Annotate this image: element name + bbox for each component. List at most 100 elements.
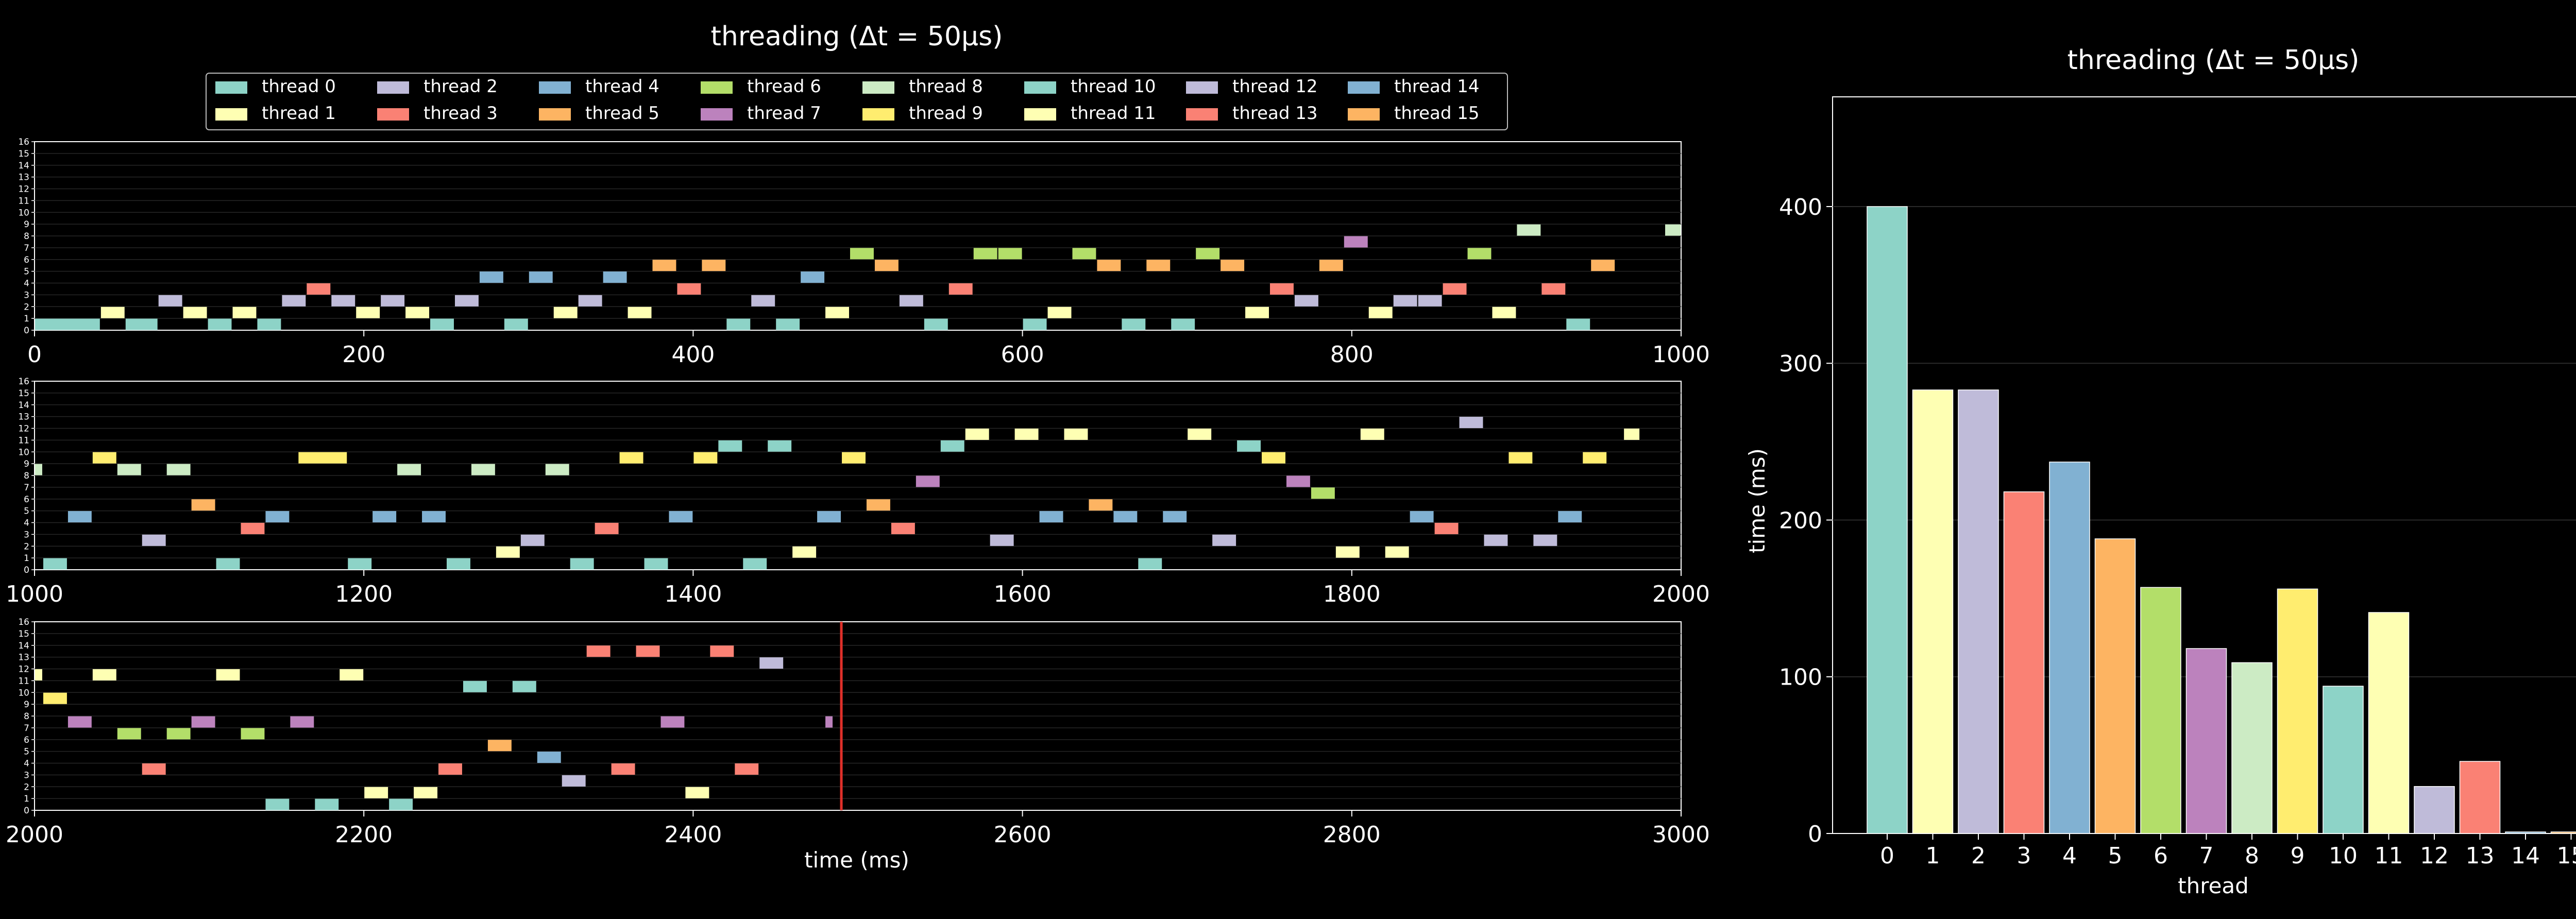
timeline-segment-thread-1 <box>1368 307 1393 318</box>
bar-chart-x-axis-label: thread <box>2178 873 2249 898</box>
timeline-segment-thread-5 <box>191 499 215 511</box>
timeline-segment-thread-3 <box>307 283 331 295</box>
timeline-segment-thread-2 <box>331 295 355 307</box>
bar-chart-y-tick-label: 100 <box>1779 665 1822 691</box>
timeline-y-tick-label: 0 <box>24 326 29 336</box>
timeline-segment-thread-4 <box>603 271 627 283</box>
timeline-y-tick-label: 4 <box>24 279 29 289</box>
timeline-segment-thread-8 <box>471 464 495 475</box>
timeline-segment-thread-4 <box>1558 511 1582 523</box>
timeline-segment-thread-5 <box>1146 260 1171 271</box>
timeline-segment-thread-1 <box>183 307 207 318</box>
timeline-segment-thread-0 <box>389 798 413 810</box>
timeline-y-tick-label: 10 <box>18 447 29 457</box>
timeline-segment-thread-1 <box>414 787 438 798</box>
timeline-segment-thread-2 <box>158 295 182 307</box>
timeline-segment-thread-6 <box>241 728 265 740</box>
timeline-segment-thread-8 <box>545 464 569 475</box>
legend-label-1: thread 1 <box>262 103 336 124</box>
timeline-segment-thread-6 <box>973 248 997 260</box>
timeline-x-tick-label: 2600 <box>994 822 1052 848</box>
timeline-y-tick-label: 12 <box>18 665 29 675</box>
bar-thread-5 <box>2094 538 2136 834</box>
timeline-segment-thread-3 <box>677 283 701 295</box>
timeline-y-tick-label: 7 <box>24 243 29 253</box>
timeline-y-tick-label: 14 <box>18 641 29 651</box>
timeline-y-tick-label: 0 <box>24 565 29 575</box>
timeline-segment-thread-1 <box>825 307 850 318</box>
timeline-segment-thread-0 <box>570 558 594 570</box>
timeline-segment-thread-5 <box>866 499 890 511</box>
timeline-segment-thread-6 <box>1196 248 1220 260</box>
timeline-segment-thread-8 <box>117 464 141 475</box>
timeline-y-tick-label: 16 <box>18 617 29 627</box>
timeline-segment-thread-0 <box>35 318 100 330</box>
bar-thread-14 <box>2505 831 2546 834</box>
bar-chart-x-tick-label: 13 <box>2466 843 2495 869</box>
timeline-segment-thread-11 <box>1014 428 1039 440</box>
bar-thread-4 <box>2049 462 2090 834</box>
bar-thread-15 <box>2550 831 2576 834</box>
timeline-segment-thread-5 <box>652 260 676 271</box>
timeline-x-tick-label: 800 <box>1330 342 1374 368</box>
timeline-segment-thread-9 <box>842 452 866 464</box>
timeline-y-tick-label: 1 <box>24 794 29 804</box>
timeline-segment-thread-5 <box>1097 260 1121 271</box>
bar-chart-plot: 01002003004000123456789101112131415 <box>1779 96 2576 869</box>
timeline-segment-thread-5 <box>1089 499 1113 511</box>
timeline-y-tick-label: 13 <box>18 412 29 422</box>
legend-swatch-12 <box>1186 81 1218 94</box>
timeline-x-tick-label: 2800 <box>1323 822 1381 848</box>
bar-chart-x-tick-label: 10 <box>2329 843 2358 869</box>
timeline-segment-thread-7 <box>1344 236 1368 248</box>
timeline-segment-thread-6 <box>850 248 874 260</box>
timeline-segment-thread-0 <box>1122 318 1146 330</box>
legend-label-15: thread 15 <box>1394 103 1480 124</box>
timeline-segment-thread-5 <box>702 260 726 271</box>
legend-swatch-5 <box>539 108 571 121</box>
timeline-segment-thread-2 <box>899 295 923 307</box>
bar-thread-10 <box>2323 686 2364 834</box>
timeline-y-tick-label: 5 <box>24 267 29 277</box>
timeline-segment-thread-3 <box>142 763 166 775</box>
timeline-segment-thread-12 <box>759 657 784 669</box>
timeline-segment-thread-7 <box>660 716 685 728</box>
timeline-segment-thread-1 <box>685 787 709 798</box>
timeline-segment-thread-4 <box>529 271 553 283</box>
timeline-segment-thread-2 <box>1418 295 1442 307</box>
timeline-y-tick-label: 8 <box>24 231 29 242</box>
timeline-segment-thread-1 <box>628 307 652 318</box>
timeline-segment-thread-4 <box>1410 511 1434 523</box>
legend-swatch-11 <box>1024 108 1056 121</box>
timeline-segment-thread-6 <box>1467 248 1492 260</box>
timeline-segment-thread-0 <box>348 558 372 570</box>
legend-swatch-8 <box>862 81 894 94</box>
timeline-y-tick-label: 8 <box>24 471 29 481</box>
bar-thread-9 <box>2277 588 2318 834</box>
timeline-segment-thread-1 <box>1047 307 1072 318</box>
timeline-y-tick-label: 1 <box>24 314 29 324</box>
bar-thread-2 <box>1958 389 1999 834</box>
legend-label-10: thread 10 <box>1071 76 1156 97</box>
timeline-segment-thread-11 <box>965 428 989 440</box>
timeline-segment-thread-2 <box>578 295 602 307</box>
timeline-segment-thread-1 <box>496 546 520 558</box>
timeline-segment-thread-0 <box>924 318 948 330</box>
timeline-segment-thread-13 <box>586 645 611 657</box>
timeline-y-tick-label: 6 <box>24 735 29 745</box>
timeline-x-tick-label: 2000 <box>6 822 63 848</box>
timeline-segment-thread-0 <box>504 318 528 330</box>
timeline-segment-thread-4 <box>372 511 397 523</box>
timeline-segment-thread-4 <box>265 511 290 523</box>
bar-thread-6 <box>2140 587 2181 834</box>
timeline-segment-thread-1 <box>364 787 388 798</box>
timeline-y-tick-label: 15 <box>18 629 29 639</box>
timeline-y-tick-label: 9 <box>24 700 29 710</box>
timeline-y-tick-label: 6 <box>24 495 29 505</box>
timeline-y-tick-label: 6 <box>24 255 29 265</box>
timeline-segment-thread-6 <box>1072 248 1096 260</box>
timeline-y-tick-label: 12 <box>18 184 29 195</box>
timeline-segment-thread-0 <box>447 558 470 570</box>
